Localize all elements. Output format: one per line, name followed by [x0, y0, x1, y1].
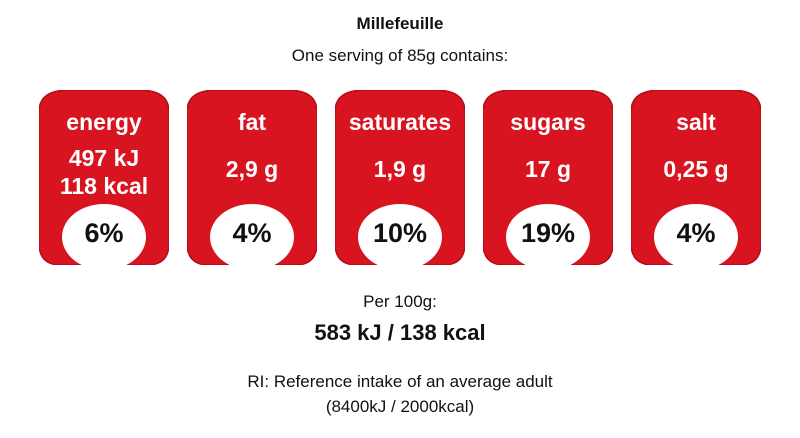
nutrient-card-salt: salt 0,25 g 4% — [631, 90, 761, 265]
nutrient-amount: 2,9 g — [225, 156, 279, 182]
nutrient-percent: 4% — [676, 218, 716, 248]
nutrient-name: saturates — [348, 109, 452, 135]
nutrient-name: fat — [237, 109, 267, 135]
nutrient-name: salt — [676, 109, 716, 135]
nutrient-amount-secondary: 118 kcal — [59, 173, 149, 199]
nutrient-card-fat: fat 2,9 g 4% — [187, 90, 317, 265]
nutrient-name: sugars — [510, 109, 586, 135]
nutrient-percent: 6% — [84, 218, 124, 248]
nutrient-percent: 10% — [372, 218, 428, 248]
nutrient-amount: 1,9 g — [373, 156, 427, 182]
product-title: Millefeuille — [356, 14, 444, 33]
nutrition-labels: energy 497 kJ 118 kcal 6% fat 2,9 g 4% s… — [39, 90, 761, 265]
label-shape — [483, 90, 613, 265]
nutrient-amount: 497 kJ — [68, 145, 140, 171]
label-shape — [187, 90, 317, 265]
serving-info: One serving of 85g contains: — [291, 46, 509, 65]
reference-intake-values: (8400kJ / 2000kcal) — [325, 397, 475, 416]
nutrient-card-energy: energy 497 kJ 118 kcal 6% — [39, 90, 169, 265]
label-shape — [39, 90, 169, 265]
nutrient-percent: 19% — [520, 218, 576, 248]
label-shape — [631, 90, 761, 265]
per-100g-value: 583 kJ / 138 kcal — [314, 320, 486, 345]
reference-intake-note: RI: Reference intake of an average adult — [247, 372, 553, 391]
nutrient-card-saturates: saturates 1,9 g 10% — [335, 90, 465, 265]
label-shape — [335, 90, 465, 265]
nutrient-amount: 17 g — [524, 156, 572, 182]
per-100g-label: Per 100g: — [363, 292, 437, 311]
nutrient-percent: 4% — [232, 218, 272, 248]
nutrient-card-sugars: sugars 17 g 19% — [483, 90, 613, 265]
nutrient-amount: 0,25 g — [663, 156, 729, 182]
nutrient-name: energy — [66, 109, 142, 135]
